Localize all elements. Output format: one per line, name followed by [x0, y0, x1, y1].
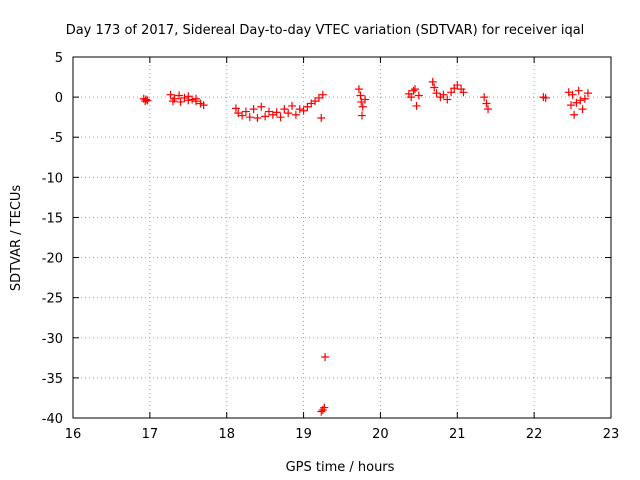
y-tick-label: -20	[42, 252, 63, 267]
data-points	[139, 77, 592, 416]
data-point	[361, 95, 370, 104]
data-point	[284, 109, 293, 118]
x-tick-label: 20	[372, 427, 389, 442]
y-tick-label: -30	[42, 332, 63, 347]
y-tick-label: 0	[55, 91, 63, 106]
y-tick-label: -35	[42, 372, 63, 387]
data-point	[568, 90, 577, 99]
data-point	[321, 353, 330, 362]
data-point	[459, 88, 468, 97]
data-point	[317, 113, 326, 122]
data-point	[288, 101, 297, 110]
data-point	[480, 93, 489, 102]
data-point	[453, 81, 462, 90]
chart-title: Day 173 of 2017, Sidereal Day-to-day VTE…	[66, 23, 585, 38]
data-point	[580, 94, 589, 103]
grid-lines	[73, 57, 611, 418]
data-point	[443, 95, 452, 104]
y-tick-label: -25	[42, 292, 63, 307]
data-point	[231, 104, 240, 113]
data-point	[261, 112, 270, 121]
data-point	[191, 94, 200, 103]
y-tick-label: -5	[50, 131, 63, 146]
data-point	[407, 93, 416, 102]
x-tick-label: 23	[603, 427, 620, 442]
data-point	[567, 101, 576, 110]
data-point	[482, 99, 491, 108]
y-axis-label: SDTVAR / TECUs	[9, 185, 24, 292]
data-point	[272, 108, 281, 117]
data-point	[245, 113, 254, 122]
data-point	[168, 97, 177, 106]
data-point	[409, 86, 418, 95]
data-point	[184, 96, 193, 105]
data-point	[541, 93, 550, 102]
data-point	[411, 85, 420, 94]
data-point	[447, 88, 456, 97]
data-point	[166, 90, 175, 99]
x-tick-label: 17	[142, 427, 159, 442]
tick-labels: 16 17 18 19 20 21 22 23 5 0 -5 -10 -15 -20 -25 -30 -35 -4…	[42, 51, 620, 442]
data-point	[320, 403, 329, 412]
data-point	[142, 95, 151, 104]
data-point	[439, 90, 448, 99]
x-tick-label: 19	[295, 427, 312, 442]
data-point	[257, 102, 266, 111]
data-point	[249, 105, 258, 114]
x-axis-label: GPS time / hours	[286, 460, 395, 475]
data-point	[317, 407, 326, 416]
plot-frame	[72, 56, 612, 419]
data-point	[576, 96, 585, 105]
x-tick-label: 16	[65, 427, 82, 442]
data-point	[176, 97, 185, 106]
x-tick-label: 22	[526, 427, 543, 442]
data-point	[299, 106, 308, 115]
data-point	[358, 102, 367, 111]
y-tick-label: -10	[42, 171, 63, 186]
data-point	[143, 96, 152, 105]
data-point	[280, 105, 289, 114]
data-point	[357, 111, 366, 120]
x-tick-label: 21	[449, 427, 466, 442]
data-point	[570, 110, 579, 119]
data-point	[354, 85, 363, 94]
data-point	[412, 101, 421, 110]
data-point	[583, 89, 592, 98]
data-point	[199, 101, 208, 110]
data-point	[428, 77, 437, 86]
data-point	[241, 107, 250, 116]
data-point	[578, 105, 587, 114]
data-point	[356, 91, 365, 100]
data-point	[414, 91, 423, 100]
data-point	[318, 90, 327, 99]
data-point	[291, 110, 300, 119]
data-point	[253, 113, 262, 122]
y-tick-label: 5	[55, 51, 63, 66]
data-point	[484, 105, 493, 114]
data-point	[276, 113, 285, 122]
data-point	[430, 83, 439, 92]
x-tick-label: 18	[218, 427, 235, 442]
data-point	[188, 95, 197, 104]
data-point	[238, 111, 247, 120]
data-point	[175, 91, 184, 100]
y-tick-label: -40	[42, 412, 63, 427]
data-point	[295, 105, 304, 114]
data-point	[574, 86, 583, 95]
data-point	[432, 89, 441, 98]
y-tick-label: -15	[42, 211, 63, 226]
